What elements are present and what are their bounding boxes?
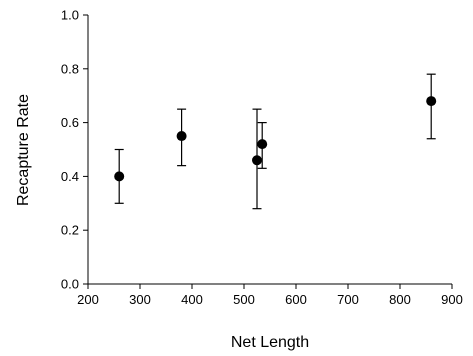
data-point xyxy=(176,131,187,142)
x-tick-label: 800 xyxy=(389,292,411,307)
x-tick-label: 300 xyxy=(129,292,151,307)
x-tick-label: 400 xyxy=(181,292,203,307)
data-point-group xyxy=(426,73,437,140)
x-axis-ticks: 200 300 400 500 600 700 800 900 xyxy=(77,284,463,307)
data-point-group xyxy=(114,148,125,204)
x-axis-title: Net Length xyxy=(231,334,309,351)
data-point xyxy=(257,139,268,150)
data-point-group xyxy=(252,108,262,210)
plot-area: 0.0 0.2 0.4 0.6 0.8 1.0 200 300 400 500 600 700 800… xyxy=(61,8,463,308)
x-tick-label: 600 xyxy=(285,292,307,307)
y-axis-title: Recapture Rate xyxy=(15,94,32,206)
data-point-group xyxy=(176,108,187,167)
x-tick-label: 900 xyxy=(441,292,463,307)
y-tick-label: 0.8 xyxy=(61,61,79,76)
x-tick-label: 500 xyxy=(233,292,255,307)
y-tick-label: 0.4 xyxy=(61,169,79,184)
x-tick-label: 200 xyxy=(77,292,99,307)
data-point-group xyxy=(257,121,268,169)
x-tick-label: 700 xyxy=(337,292,359,307)
data-points xyxy=(114,73,437,210)
y-tick-label: 0.0 xyxy=(61,277,79,292)
y-tick-label: 1.0 xyxy=(61,8,79,23)
data-point xyxy=(426,96,437,107)
y-axis-ticks: 0.0 0.2 0.4 0.6 0.8 1.0 xyxy=(61,8,88,292)
data-point xyxy=(114,171,125,182)
y-tick-label: 0.6 xyxy=(61,115,79,130)
y-tick-label: 0.2 xyxy=(61,223,79,238)
data-point xyxy=(252,155,262,166)
